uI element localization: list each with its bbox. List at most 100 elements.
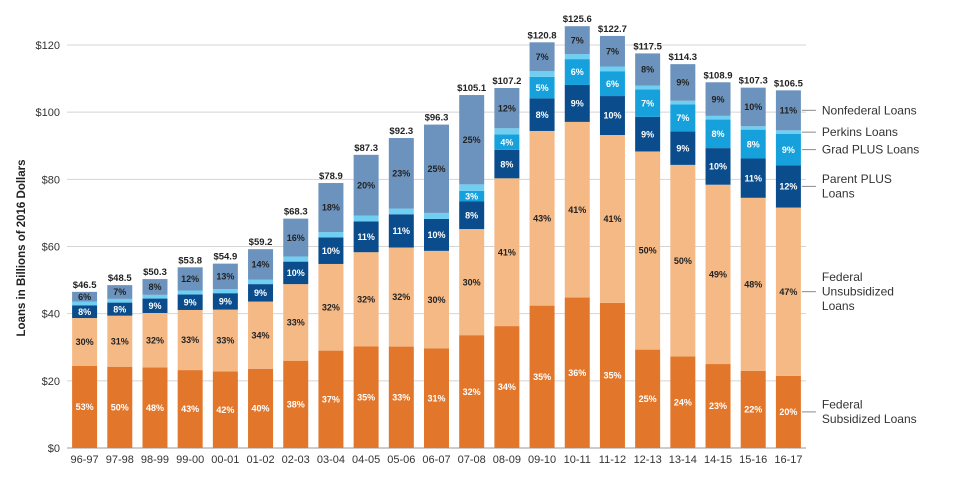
legend-label: Loans bbox=[822, 299, 855, 313]
bar-segment bbox=[177, 309, 203, 371]
bar-segment bbox=[248, 301, 274, 369]
segment-label: 7% bbox=[641, 98, 654, 108]
x-tick-label: 98-99 bbox=[141, 454, 169, 466]
segment-label: 16% bbox=[287, 233, 305, 243]
bar-segment bbox=[459, 201, 485, 230]
bar-segment bbox=[318, 263, 344, 351]
bar-segment bbox=[705, 115, 731, 120]
segment-label: 7% bbox=[113, 287, 126, 297]
bar-segment bbox=[459, 190, 485, 202]
segment-label: 35% bbox=[357, 392, 375, 402]
segment-label: 47% bbox=[779, 287, 797, 297]
segment-label: 38% bbox=[287, 400, 305, 410]
x-tick-label: 96-97 bbox=[71, 454, 99, 466]
legend-label: Unsubsidized bbox=[822, 285, 894, 299]
bar-segment bbox=[424, 250, 449, 349]
bar-segment bbox=[142, 312, 168, 368]
segment-label: 9% bbox=[148, 301, 161, 311]
segment-label: 30% bbox=[463, 277, 481, 287]
bar-segment bbox=[740, 129, 766, 159]
bar-segment bbox=[529, 98, 555, 131]
segment-label: 9% bbox=[219, 297, 232, 307]
total-label: $54.9 bbox=[213, 252, 237, 263]
segment-label: 11% bbox=[393, 226, 411, 236]
x-tick-label: 02-03 bbox=[282, 454, 310, 466]
segment-label: 6% bbox=[78, 292, 91, 302]
bar-segment bbox=[599, 302, 625, 448]
bar-segment bbox=[564, 59, 590, 85]
bar-segment bbox=[72, 318, 98, 366]
segment-label: 32% bbox=[357, 294, 375, 304]
segment-label: 9% bbox=[184, 297, 197, 307]
segment-label: 9% bbox=[782, 145, 795, 155]
legend-item: Nonfederal Loans bbox=[801, 103, 917, 117]
total-label: $107.3 bbox=[739, 76, 768, 87]
bar-segment bbox=[459, 229, 485, 336]
bar-segment bbox=[740, 158, 766, 198]
segment-label: 25% bbox=[427, 164, 445, 174]
bar-segment bbox=[142, 294, 168, 299]
bar-segment bbox=[212, 263, 238, 290]
bar-segment bbox=[72, 365, 98, 448]
segment-label: 34% bbox=[498, 382, 516, 392]
segment-label: 22% bbox=[744, 405, 762, 415]
legend-label: Subsidized Loans bbox=[822, 412, 917, 426]
bar-segment bbox=[177, 294, 203, 310]
segment-label: 25% bbox=[463, 135, 481, 145]
segment-label: 42% bbox=[216, 405, 234, 415]
bar-stack: 33% 32% 11% 23% $92.3 bbox=[388, 126, 414, 448]
bar-segment bbox=[599, 135, 625, 303]
segment-label: 3% bbox=[465, 191, 478, 201]
legend-label: Parent PLUS bbox=[822, 172, 892, 186]
legend-label: Grad PLUS Loans bbox=[822, 143, 919, 157]
bar-segment bbox=[353, 154, 379, 216]
bar-segment bbox=[353, 346, 379, 448]
segment-label: 33% bbox=[181, 335, 199, 345]
bar-segment bbox=[388, 247, 414, 347]
segment-label: 6% bbox=[606, 79, 619, 89]
x-tick-label: 05-06 bbox=[387, 454, 415, 466]
bar-segment bbox=[564, 26, 590, 55]
bar-segment bbox=[529, 130, 555, 306]
bar-segment bbox=[459, 95, 485, 185]
segment-label: 30% bbox=[76, 337, 94, 347]
bar-segment bbox=[635, 85, 661, 90]
segment-label: 35% bbox=[603, 371, 621, 381]
segment-label: 5% bbox=[536, 83, 549, 93]
bar-segment bbox=[318, 183, 344, 233]
segment-label: 32% bbox=[322, 302, 340, 312]
bar-segment bbox=[318, 232, 344, 238]
x-tick-label: 07-08 bbox=[458, 454, 486, 466]
segment-label: 11% bbox=[780, 106, 798, 116]
y-tick-label: $40 bbox=[42, 309, 60, 321]
bar-segment bbox=[529, 42, 555, 72]
segment-label: 18% bbox=[322, 203, 340, 213]
total-label: $106.5 bbox=[774, 78, 804, 89]
bar-stack: 53% 30% 8% 6%$46.5 bbox=[72, 280, 97, 448]
segment-label: 49% bbox=[709, 270, 727, 280]
bar-stack: 43% 33% 9% 12% $53.8 bbox=[177, 255, 203, 448]
bar-segment bbox=[635, 151, 661, 350]
total-label: $125.6 bbox=[563, 14, 592, 25]
x-tick-label: 03-04 bbox=[317, 454, 345, 466]
segment-label: 9% bbox=[571, 99, 584, 109]
bar-segment bbox=[107, 302, 133, 316]
bar-segment bbox=[635, 53, 661, 86]
x-tick-label: 08-09 bbox=[493, 454, 521, 466]
bar-stack: 22% 48% 11% 8% 10% $107.3 bbox=[739, 76, 768, 448]
segment-label: 4% bbox=[500, 137, 513, 147]
total-label: $117.5 bbox=[633, 41, 662, 52]
segment-label: 7% bbox=[536, 52, 549, 62]
bar-segment bbox=[740, 197, 766, 371]
bar-segment bbox=[705, 119, 731, 149]
segment-label: 9% bbox=[641, 129, 654, 139]
bar-segment bbox=[72, 291, 98, 302]
bar-segment bbox=[72, 301, 98, 306]
bar-stack: 48% 32% 9% 8% $50.3 bbox=[142, 267, 168, 448]
segment-label: 50% bbox=[111, 403, 129, 413]
segment-label: 10% bbox=[287, 268, 305, 278]
total-label: $78.9 bbox=[319, 171, 343, 182]
segment-label: 10% bbox=[603, 111, 621, 121]
